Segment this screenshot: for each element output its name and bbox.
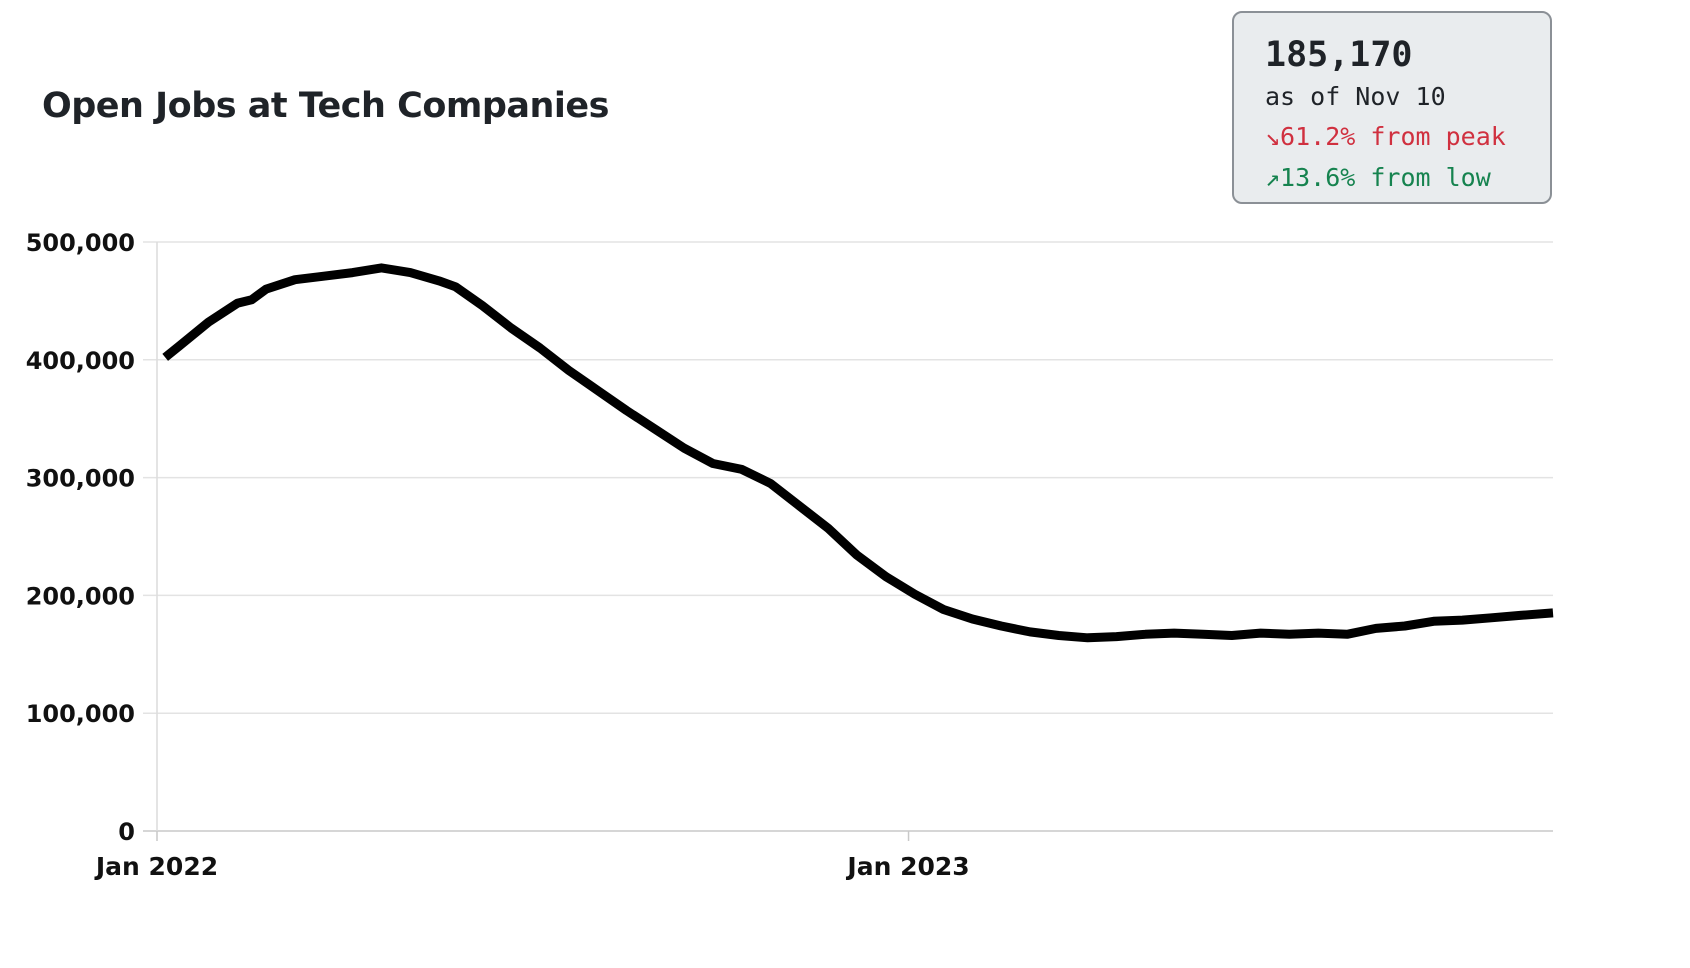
y-tick-label: 500,000 [26,229,135,257]
y-tick-label: 100,000 [26,700,135,728]
x-tick-label: Jan 2023 [845,852,969,881]
y-tick-label: 400,000 [26,347,135,375]
change-from-low: ↗13.6% from low [1265,163,1491,192]
y-axis: 0 100,000 200,000 300,000 400,000 500,000 [26,229,135,846]
y-tick-label: 200,000 [26,582,135,610]
current-value: 185,170 [1265,35,1413,75]
gridlines [143,241,1553,832]
chart-title: Open Jobs at Tech Companies [42,86,610,126]
series-line-0 [162,263,1554,643]
stats-card: 185,170 as of Nov 10 ↘61.2% from peak ↗1… [1232,11,1552,204]
y-tick-label: 0 [118,818,135,846]
x-tick-label: Jan 2022 [94,852,218,881]
y-tick-label: 300,000 [26,465,135,493]
as-of-date: as of Nov 10 [1265,82,1446,111]
series-lines [162,263,1554,643]
change-from-peak: ↘61.2% from peak [1265,122,1506,151]
x-axis: Jan 2022 Jan 2023 [94,831,970,881]
